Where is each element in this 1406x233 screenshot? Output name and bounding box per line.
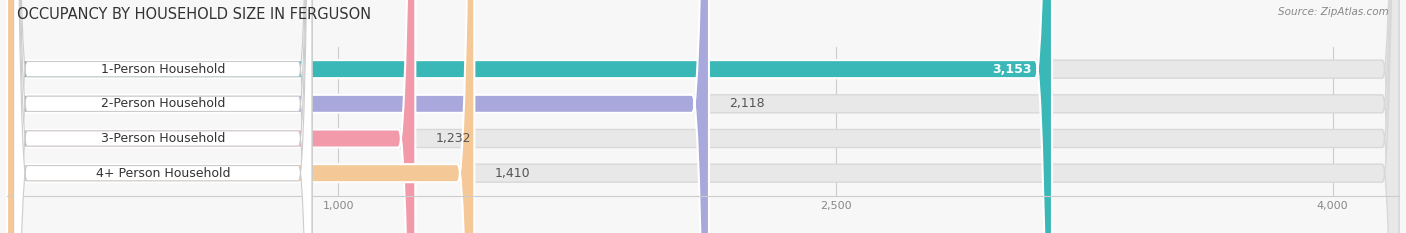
Text: 1-Person Household: 1-Person Household bbox=[101, 63, 225, 76]
FancyBboxPatch shape bbox=[7, 0, 474, 233]
FancyBboxPatch shape bbox=[7, 0, 1052, 233]
FancyBboxPatch shape bbox=[14, 0, 312, 233]
Text: 4+ Person Household: 4+ Person Household bbox=[96, 167, 231, 180]
FancyBboxPatch shape bbox=[14, 0, 312, 233]
FancyBboxPatch shape bbox=[7, 0, 709, 233]
FancyBboxPatch shape bbox=[14, 0, 312, 233]
FancyBboxPatch shape bbox=[7, 0, 415, 233]
Text: 3,153: 3,153 bbox=[993, 63, 1032, 76]
FancyBboxPatch shape bbox=[7, 0, 1399, 233]
FancyBboxPatch shape bbox=[7, 0, 1399, 233]
Text: OCCUPANCY BY HOUSEHOLD SIZE IN FERGUSON: OCCUPANCY BY HOUSEHOLD SIZE IN FERGUSON bbox=[17, 7, 371, 22]
FancyBboxPatch shape bbox=[7, 0, 1399, 233]
Text: 1,410: 1,410 bbox=[495, 167, 530, 180]
Text: 3-Person Household: 3-Person Household bbox=[101, 132, 225, 145]
Text: 1,232: 1,232 bbox=[436, 132, 471, 145]
Text: Source: ZipAtlas.com: Source: ZipAtlas.com bbox=[1278, 7, 1389, 17]
Text: 2,118: 2,118 bbox=[728, 97, 765, 110]
FancyBboxPatch shape bbox=[7, 0, 1399, 233]
Text: 2-Person Household: 2-Person Household bbox=[101, 97, 225, 110]
FancyBboxPatch shape bbox=[14, 0, 312, 233]
